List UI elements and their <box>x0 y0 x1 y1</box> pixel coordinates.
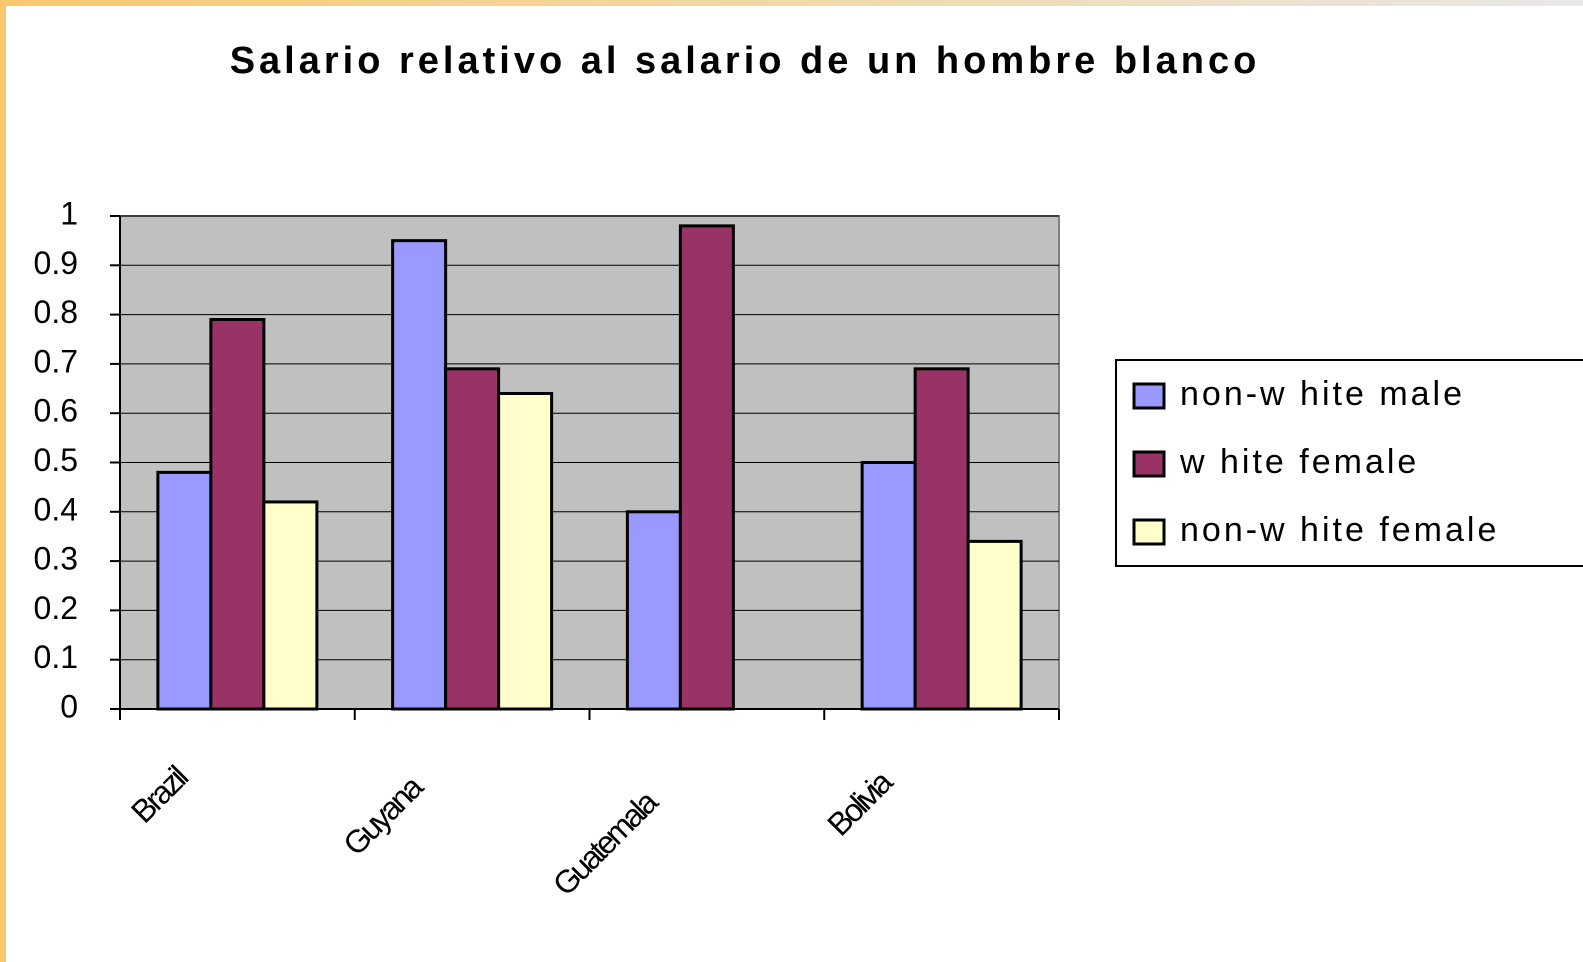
y-tick-label: 0.8 <box>34 294 78 330</box>
bar <box>444 367 501 711</box>
y-tick-label: 1 <box>60 195 78 231</box>
legend-label: non-w hite female <box>1180 511 1499 549</box>
left-border <box>0 0 6 962</box>
legend-swatch <box>1132 382 1166 410</box>
y-tick-label: 0.5 <box>34 442 78 478</box>
bar <box>156 470 213 711</box>
y-tick-label: 0.2 <box>34 590 78 626</box>
y-tick-label: 0.3 <box>34 541 78 577</box>
bar <box>966 539 1023 711</box>
y-tick-label: 0.6 <box>34 393 78 429</box>
y-tick-label: 0.9 <box>34 245 78 281</box>
bar <box>209 318 266 711</box>
chart-title: Salario relativo al salario de un hombre… <box>230 40 1261 82</box>
legend-label: non-w hite male <box>1180 375 1465 413</box>
bar <box>860 461 917 711</box>
bar <box>262 500 319 711</box>
legend-label: w hite female <box>1179 443 1419 481</box>
bar <box>625 510 682 711</box>
legend-swatch <box>1132 518 1166 546</box>
legend <box>1115 359 1583 567</box>
bar <box>497 391 554 711</box>
bar <box>913 367 970 711</box>
y-tick-label: 0 <box>60 688 78 724</box>
y-tick-label: 0.7 <box>34 343 78 379</box>
bar <box>391 239 448 711</box>
y-tick-label: 0.1 <box>34 639 78 675</box>
legend-swatch <box>1132 450 1166 478</box>
y-tick-label: 0.4 <box>34 491 78 527</box>
bar <box>678 224 735 711</box>
